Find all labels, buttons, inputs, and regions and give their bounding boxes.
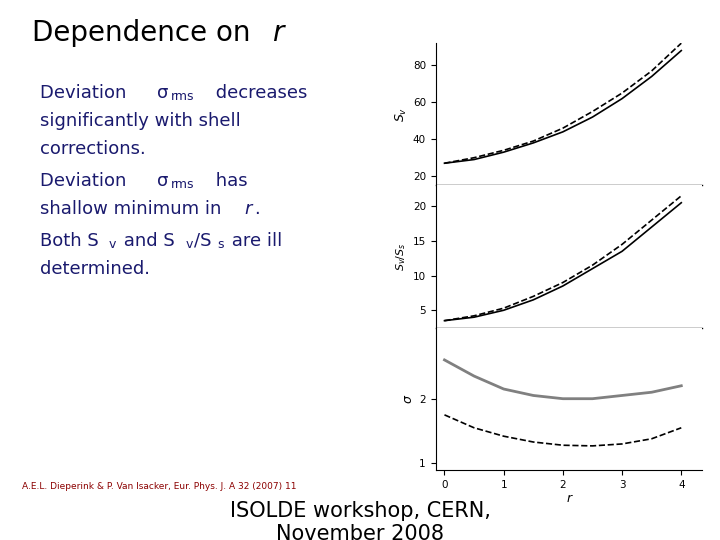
Text: A.E.L. Dieperink & P. Van Isacker, Eur. Phys. J. A 32 (2007) 11: A.E.L. Dieperink & P. Van Isacker, Eur. … [22,482,296,491]
Text: v: v [109,238,116,251]
Text: corrections.: corrections. [40,140,145,158]
Text: has: has [210,172,248,190]
Text: /S: /S [194,232,212,249]
Text: σ: σ [157,84,168,102]
Y-axis label: $\sigma$: $\sigma$ [402,394,415,404]
Text: determined.: determined. [40,260,150,278]
Text: Deviation: Deviation [40,84,132,102]
Text: significantly with shell: significantly with shell [40,112,240,130]
Text: and S: and S [118,232,175,249]
Text: r: r [245,200,252,218]
Text: .: . [254,200,260,218]
Text: s: s [217,238,224,251]
Text: Both S: Both S [40,232,99,249]
Text: v: v [186,238,193,251]
Y-axis label: $S_v$: $S_v$ [394,107,408,122]
Text: Dependence on: Dependence on [32,19,260,47]
Text: decreases: decreases [210,84,307,102]
Text: Deviation: Deviation [40,172,132,190]
X-axis label: r: r [566,492,572,505]
Text: r: r [272,19,284,47]
Text: are ill: are ill [226,232,282,249]
Y-axis label: $S_v/S_s$: $S_v/S_s$ [395,242,408,271]
Text: ISOLDE workshop, CERN,: ISOLDE workshop, CERN, [230,501,490,521]
Text: σ: σ [157,172,168,190]
Text: rms: rms [171,178,195,191]
Text: shallow minimum in: shallow minimum in [40,200,227,218]
Text: rms: rms [171,90,195,103]
Text: November 2008: November 2008 [276,524,444,540]
